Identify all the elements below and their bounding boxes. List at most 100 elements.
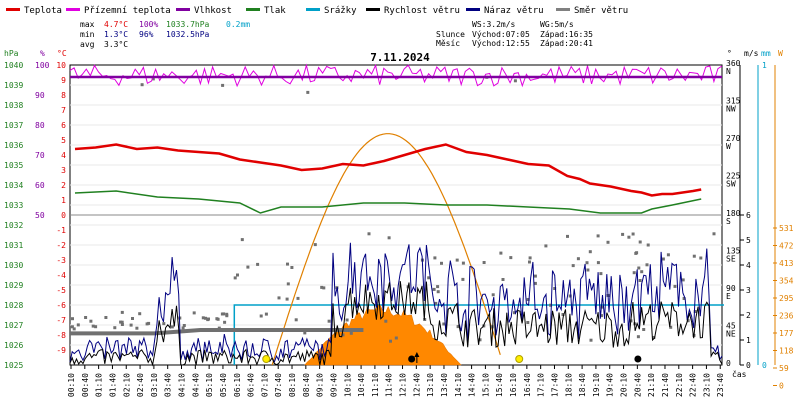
tick-time: 00:10 (67, 373, 76, 397)
tick-wm2: 177 (779, 329, 794, 338)
stat-sun-set: Západ:16:35 (540, 30, 593, 39)
tick-hpa: 1032 (4, 221, 23, 230)
series-smer-vetru-point (571, 264, 575, 268)
stat-max-hum: 100% (139, 20, 158, 29)
tick-time: 04:10 (178, 373, 187, 397)
series-smer-vetru-point (138, 312, 142, 316)
tick-time: 09:40 (329, 373, 338, 397)
series-smer-vetru-point (490, 325, 494, 329)
tick-hpa: 1026 (4, 341, 23, 350)
series-smer-vetru-point (455, 258, 459, 262)
tick-time: 20:10 (620, 373, 629, 397)
tick-celsius: -3 (56, 256, 66, 265)
tick-time: 02:40 (136, 373, 145, 397)
series-smer-vetru-point (632, 271, 636, 275)
series-smer-vetru-point (693, 310, 697, 313)
tick-percent: 90 (35, 91, 45, 100)
tick-celsius: -4 (56, 271, 66, 280)
tick-celsius: -7 (56, 316, 66, 325)
series-smer-vetru-point (259, 314, 263, 318)
series-smer-vetru-point (576, 257, 580, 261)
series-slunecni-potencial (271, 133, 501, 366)
tick-time: 14:10 (454, 373, 463, 397)
legend-swatch (466, 8, 480, 11)
series-smer-vetru-point (294, 318, 298, 322)
legend-item-prizemni-teplota: Přízemní teplota (66, 6, 171, 16)
series-smer-vetru-point (652, 336, 656, 339)
tick-direction-deg: 0 (726, 359, 731, 368)
tick-percent: 80 (35, 121, 45, 130)
series-smer-vetru-point (586, 268, 590, 272)
tick-direction-compass: S (726, 217, 731, 226)
tick-time: 02:10 (122, 373, 131, 397)
plot-area (69, 63, 724, 367)
tick-direction-compass: SE (726, 255, 736, 264)
series-smer-vetru-point (631, 232, 635, 236)
legend-swatch (366, 8, 380, 11)
series-smer-vetru-point (113, 326, 117, 330)
series-smer-vetru-point (84, 316, 88, 319)
tick-celsius: 2 (61, 181, 66, 190)
series-smer-vetru-point (76, 323, 80, 327)
tick-wm2: 118 (779, 347, 794, 356)
series-smer-vetru-point (91, 324, 95, 328)
series-smer-vetru-point (140, 83, 144, 87)
legend-swatch (6, 8, 20, 11)
series-smer-vetru-point (220, 312, 224, 316)
series-smer-vetru-point (491, 293, 495, 297)
tick-ms: 1 (746, 336, 751, 345)
tick-time: 01:40 (108, 373, 117, 397)
series-smer-vetru-point (246, 265, 250, 269)
series-smer-vetru-point (499, 251, 503, 255)
series-smer-vetru-point (661, 257, 665, 261)
stat-moon-rise: Východ:12:55 (472, 39, 530, 48)
tick-celsius: 3 (61, 166, 66, 175)
series-smer-vetru-point (637, 266, 641, 270)
tick-celsius: -6 (56, 301, 66, 310)
series-smer-vetru-point (221, 83, 225, 87)
marker-moonrise (408, 355, 416, 363)
tick-time: 13:10 (426, 373, 435, 397)
series-smer-vetru-point (233, 276, 237, 280)
legend-label: Přízemní teplota (84, 6, 171, 16)
series-smer-vetru-point (170, 325, 174, 329)
series-smer-vetru-point (181, 326, 185, 330)
tick-direction-deg: 45 (726, 322, 736, 331)
tick-time: 11:10 (371, 373, 380, 397)
legend-label: Srážky (324, 6, 357, 16)
tick-hpa: 1036 (4, 141, 23, 150)
series-smer-vetru-point (699, 256, 703, 260)
tick-celsius: 6 (61, 121, 66, 130)
series-smer-vetru-point (286, 262, 289, 266)
legend-item-smer-vetru: Směr větru (556, 6, 628, 16)
series-smer-vetru-point (120, 323, 124, 326)
series-smer-vetru-point (285, 297, 289, 301)
tick-time: 18:40 (578, 373, 587, 397)
series-smer-vetru-point (147, 321, 151, 325)
series-smer-vetru-point (686, 319, 690, 323)
series-smer-vetru-point (313, 243, 317, 247)
tick-time: 12:40 (412, 373, 421, 397)
tick-hpa: 1037 (4, 121, 23, 130)
stat-ws: WS:3.2m/s (472, 20, 516, 29)
series-tlak (74, 190, 702, 214)
tick-celsius: -8 (56, 331, 66, 340)
series-smer-vetru-point (436, 285, 440, 289)
series-rychlost-vetru (69, 281, 723, 367)
tick-hpa: 1038 (4, 101, 23, 110)
series-smer-vetru-point (394, 336, 398, 340)
series-smer-vetru-point (600, 314, 603, 318)
series-smer-vetru-point (544, 244, 548, 248)
series-smer-vetru-point (432, 287, 436, 291)
stat-avg-label: avg (80, 40, 95, 49)
legend-label: Teplota (24, 6, 62, 16)
tick-wm2: 0 (779, 382, 784, 391)
series-smer-vetru-point (638, 279, 642, 282)
series-smer-vetru-point (131, 317, 134, 320)
series-smer-vetru-point (320, 285, 324, 289)
tick-time: 08:10 (288, 373, 297, 397)
series-smer-vetru-point (72, 327, 76, 331)
tick-direction-deg: 90 (726, 284, 736, 293)
tick-wm2: 413 (779, 259, 794, 268)
tick-time: 21:10 (647, 373, 656, 397)
